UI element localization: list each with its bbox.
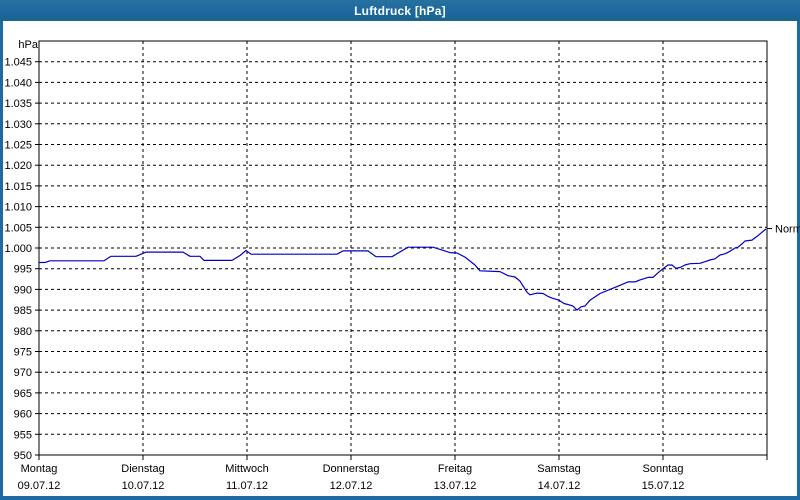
title-bar: Luftdruck [hPa] — [0, 0, 800, 21]
chart-area — [3, 21, 797, 496]
window-title: Luftdruck [hPa] — [354, 3, 446, 18]
